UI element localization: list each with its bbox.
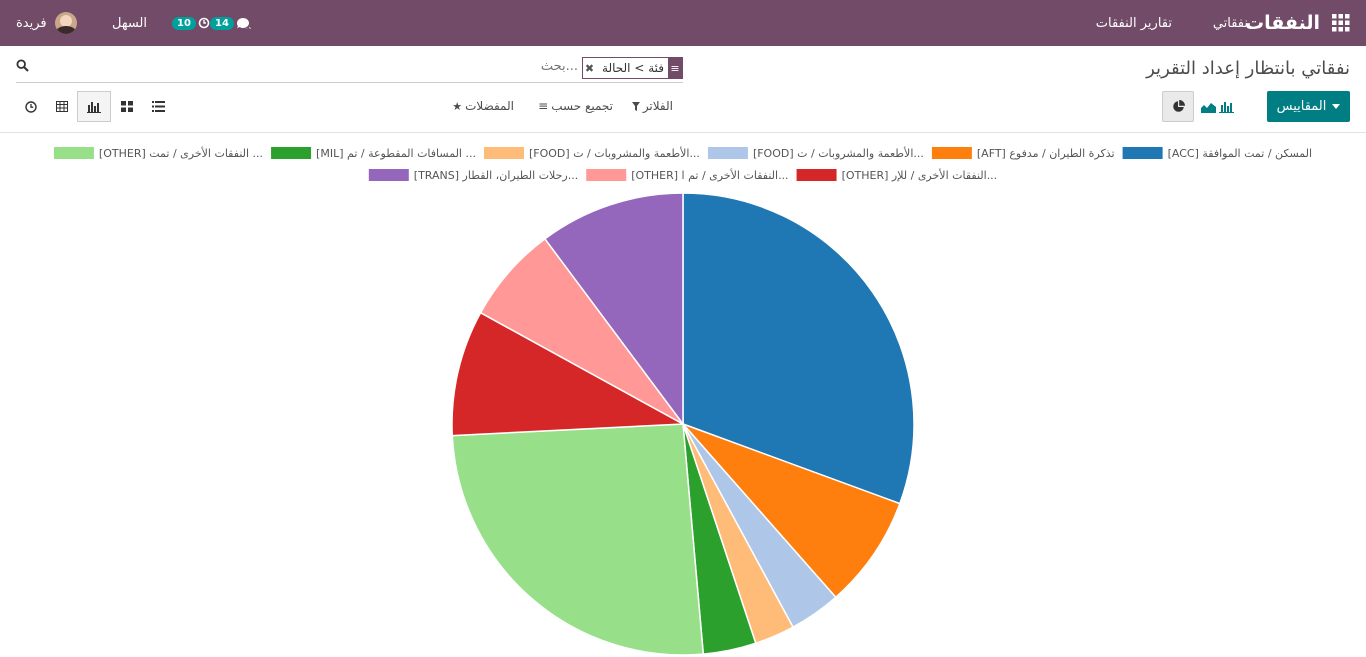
legend-swatch-0[interactable] [1122,147,1163,159]
search-facet: ✖ فئة > الحالة ≡ [581,57,683,79]
favorites-dropdown[interactable]: ★ المفضلات [452,99,514,113]
activity-menu[interactable]: 10 [172,0,210,46]
menu-expense-reports[interactable]: تقارير النفقات [1095,15,1172,31]
graph-view-button[interactable] [77,91,111,122]
list-view-button[interactable] [141,91,175,122]
pie-slice-1[interactable] [682,423,901,599]
filter-icon [631,101,640,111]
database-name: السهل [112,15,148,31]
area-chart-icon [1200,102,1216,113]
kanban-view-icon [121,101,133,112]
user-name: فريدة [16,15,47,31]
clock-icon [25,100,37,113]
legend-label-6: [OTHER] النفقات الأخرى / للإر... [842,168,998,182]
pivot-view-icon [56,101,68,112]
clock-icon [198,17,210,29]
pie-slice-8[interactable] [543,192,684,427]
star-icon: ★ [452,99,463,113]
control-panel-divider [0,132,1366,133]
filters-dropdown[interactable]: الفلاتر [631,99,673,113]
user-menu[interactable]: فريدة [16,0,77,46]
legend-swatch-2[interactable] [707,147,748,159]
list-view-icon [151,101,165,112]
pie-chart-button[interactable] [1162,91,1194,122]
top-navbar: النفقات نفقاتي تقارير النفقات فريدة السه… [0,0,1366,46]
legend-label-1: [AFT] تذكرة الطيران / مدفوع [977,147,1115,160]
legend-label-3: [FOOD] الأطعمة والمشروبات / ت... [529,146,700,160]
messaging-menu[interactable]: 14 [210,0,252,46]
favorites-label: المفضلات [465,99,514,113]
legend-label-8: [TRANS] رحلات الطيران، القطار... [414,169,578,182]
menu-my-expenses[interactable]: نفقاتي [1212,15,1248,31]
legend-swatch-1[interactable] [931,147,972,159]
legend-label-5: [OTHER] النفقات الأخرى / تمت ... [99,146,263,160]
kanban-view-button[interactable] [110,91,144,122]
app-brand[interactable]: النفقات [1245,12,1320,34]
filters-label: الفلاتر [642,99,673,113]
groupby-facet-icon: ≡ [668,58,682,78]
measures-dropdown-button[interactable]: المقاييس [1267,91,1350,122]
caret-down-icon [1332,104,1341,109]
pie-slice-0[interactable] [682,192,915,505]
pivot-view-button[interactable] [45,91,79,122]
chat-icon [236,17,251,29]
chat-count-badge: 14 [210,16,234,30]
avatar [54,12,77,34]
groupby-label: تجميع حسب [551,99,613,113]
activity-view-button[interactable] [14,91,48,122]
legend-swatch-3[interactable] [483,147,524,159]
facet-value: فئة > الحالة [602,61,664,75]
groupby-dropdown[interactable]: ≡ تجميع حسب [538,99,613,113]
bar-chart-icon [1218,102,1234,113]
pie-slice-5[interactable] [451,423,705,656]
legend-label-2: [FOOD] الأطعمة والمشروبات / ت... [753,146,924,160]
legend-label-4: [MIL] المسافات المقطوعة / تم ... [316,147,476,160]
legend-swatch-4[interactable] [271,147,312,159]
bar-chart-button[interactable] [1210,91,1242,122]
apps-menu-icon[interactable] [1332,0,1350,46]
chart-legend: [ACC] المسكن / تمت الموافقة [AFT] تذكرة ا… [53,146,1312,182]
search-bar: ✖ فئة > الحالة ≡ [16,55,683,83]
legend-swatch-8[interactable] [368,169,409,181]
legend-label-0: [ACC] المسكن / تمت الموافقة [1168,147,1312,160]
graph-view-icon [87,101,101,113]
remove-facet-icon[interactable]: ✖ [584,61,595,75]
legend-swatch-5[interactable] [53,147,94,159]
activity-count-badge: 10 [172,16,196,30]
measures-label: المقاييس [1276,99,1327,114]
pie-chart-icon [1172,100,1185,112]
legend-swatch-7[interactable] [586,169,627,181]
legend-label-7: [OTHER] النفقات الأخرى / تم ا... [631,168,788,182]
search-input[interactable] [276,58,580,75]
page-title: نفقاتي بانتظار إعداد التقرير [1146,58,1350,79]
pie-chart: [ACC] المسكن / تمت الموافقة [AFT] تذكرة ا… [53,146,1312,656]
pie-slice-6[interactable] [451,311,686,437]
groupby-icon: ≡ [538,99,549,113]
legend-swatch-6[interactable] [796,169,837,181]
search-icon[interactable] [16,59,29,72]
line-chart-button[interactable] [1192,91,1224,122]
pie-slices [451,192,915,656]
